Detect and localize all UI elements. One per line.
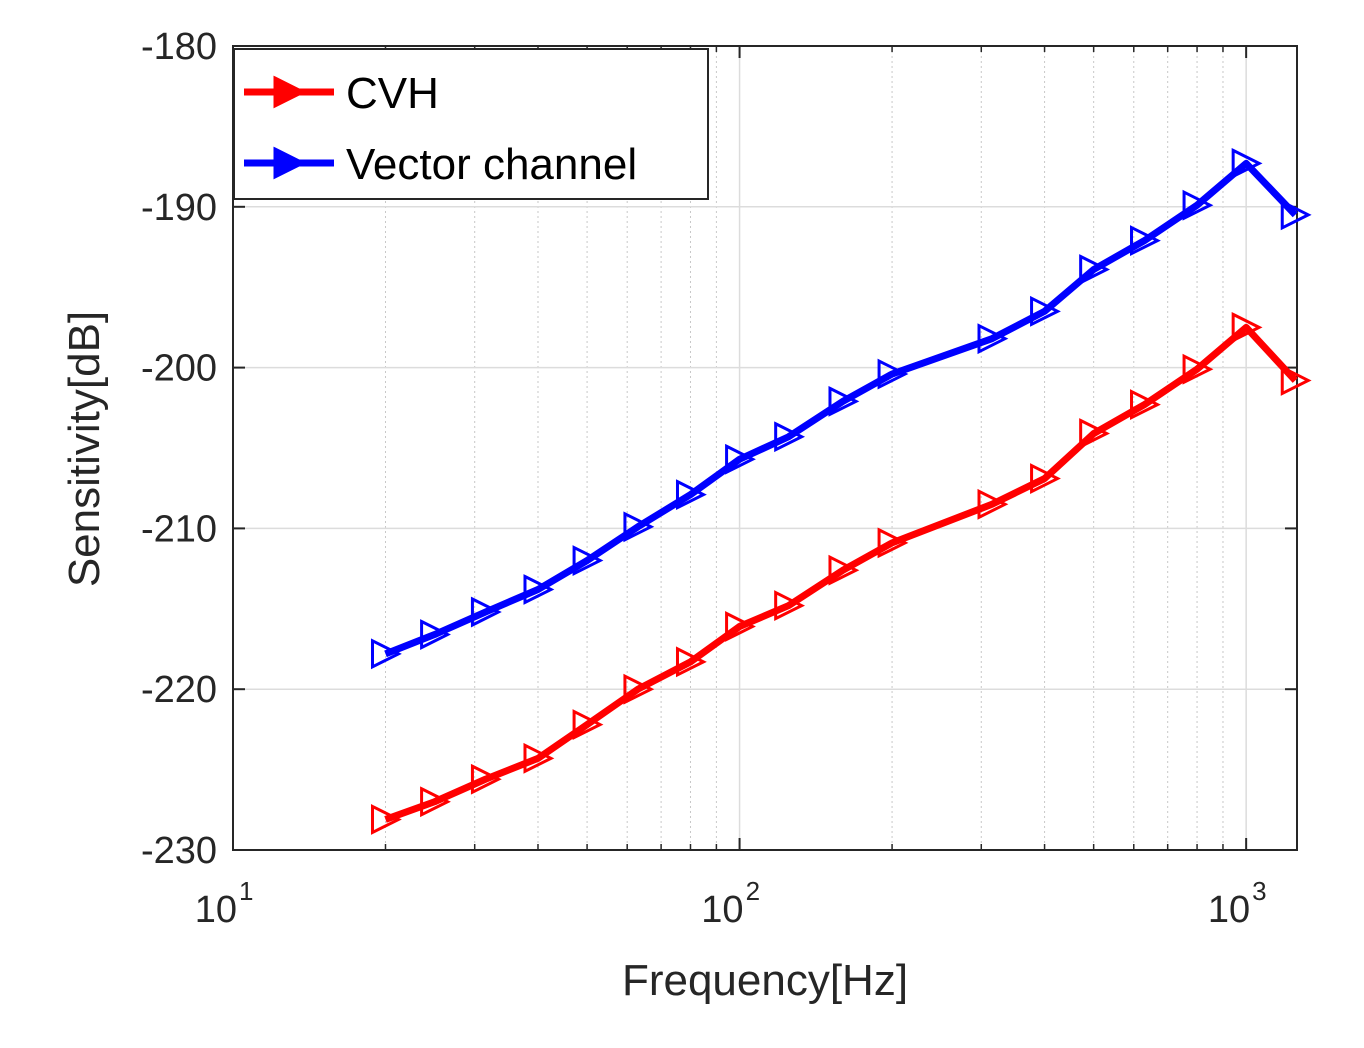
- data-point-marker: [470, 763, 502, 795]
- minor-grid: [384, 46, 1224, 850]
- series-layer: [370, 147, 1312, 835]
- data-point-marker: [774, 590, 806, 622]
- x-tick-label: 10 1: [195, 876, 254, 931]
- data-point-marker: [774, 421, 806, 453]
- y-tick-label: -230: [141, 830, 217, 872]
- y-axis-title: Sensitivity[dB]: [60, 311, 109, 587]
- legend-marker-vector-channel: [273, 146, 307, 180]
- data-point-marker: [877, 358, 909, 390]
- legend: CVH Vector channel: [233, 48, 709, 200]
- data-point-marker: [1030, 463, 1061, 494]
- data-point-marker: [675, 646, 707, 678]
- x-tick-label: 10 3: [1208, 876, 1267, 931]
- data-point-marker: [1182, 189, 1214, 221]
- data-point-marker: [523, 742, 555, 774]
- data-point-marker: [1079, 418, 1111, 449]
- legend-box: [233, 48, 709, 200]
- x-tick-labels: 10 1 10 2 10 3: [195, 876, 1267, 931]
- data-point-marker: [828, 554, 860, 586]
- data-point-marker: [470, 596, 502, 628]
- data-point-marker: [977, 323, 1009, 355]
- data-point-marker: [1231, 311, 1263, 343]
- data-point-marker: [725, 611, 756, 642]
- x-tick-label-base: 10: [701, 889, 743, 931]
- data-point-marker: [623, 511, 655, 543]
- y-tick-label: -220: [141, 669, 217, 711]
- series-vector-channel: [370, 147, 1312, 670]
- data-point-marker: [725, 443, 756, 475]
- x-tick-label-base: 10: [195, 889, 237, 931]
- series-line: [384, 323, 1298, 823]
- legend-label-cvh: CVH: [346, 69, 439, 118]
- data-point-marker: [1280, 199, 1312, 231]
- series-line: [384, 159, 1298, 658]
- data-point-marker: [1079, 254, 1111, 285]
- data-point-marker: [1182, 353, 1214, 385]
- data-point-marker: [977, 488, 1009, 520]
- data-point-marker: [572, 709, 604, 741]
- legend-label-vector-channel: Vector channel: [346, 140, 637, 189]
- data-point-marker: [1030, 295, 1061, 327]
- x-tick-label-exponent: 3: [1252, 876, 1266, 906]
- y-tick-label: -210: [141, 508, 217, 550]
- x-tick-label-exponent: 1: [239, 876, 253, 906]
- y-tick-label: -180: [141, 26, 217, 68]
- data-point-marker: [1130, 225, 1161, 256]
- major-grid: [233, 46, 1297, 850]
- data-point-marker: [623, 673, 655, 705]
- data-point-marker: [523, 574, 555, 605]
- x-axis-title: Frequency[Hz]: [622, 956, 908, 1005]
- x-tick-label-exponent: 2: [746, 876, 760, 906]
- data-point-marker: [675, 479, 707, 511]
- data-point-marker: [1231, 147, 1263, 179]
- data-point-marker: [370, 804, 402, 835]
- data-point-marker: [572, 545, 604, 576]
- x-tick-label: 10 2: [701, 876, 760, 931]
- legend-marker-cvh: [273, 75, 307, 109]
- y-tick-label: -190: [141, 187, 217, 229]
- y-tick-label: -200: [141, 348, 217, 390]
- series-cvh: [370, 311, 1312, 835]
- data-point-marker: [1280, 365, 1312, 396]
- data-point-marker: [1130, 389, 1161, 421]
- data-point-marker: [420, 619, 451, 650]
- data-point-marker: [877, 527, 909, 559]
- x-tick-label-base: 10: [1208, 889, 1250, 931]
- y-tick-labels: -230 -220 -210 -200 -190 -180: [141, 26, 217, 872]
- data-point-marker: [828, 385, 860, 417]
- plot-area-frame: [232, 45, 1298, 851]
- data-point-marker: [420, 786, 451, 818]
- data-point-marker: [370, 638, 402, 670]
